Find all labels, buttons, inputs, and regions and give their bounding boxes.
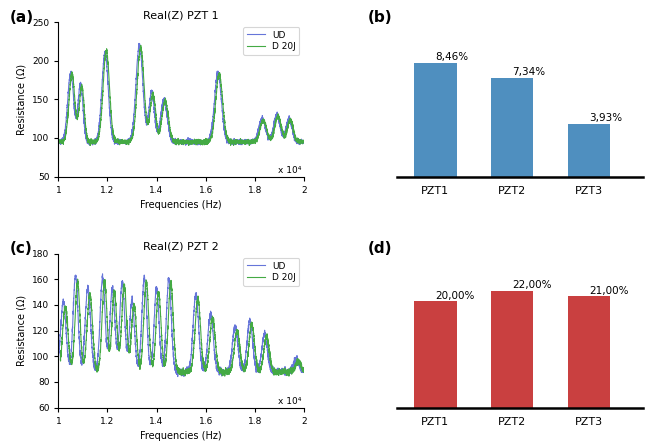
Bar xyxy=(491,291,533,408)
Text: (d): (d) xyxy=(367,241,392,256)
Text: (b): (b) xyxy=(367,10,392,25)
UD xyxy=(82,298,90,304)
Title: Real(Z) PZT 1: Real(Z) PZT 1 xyxy=(143,10,219,20)
Text: 7,34%: 7,34% xyxy=(512,68,545,78)
Text: 20,00%: 20,00% xyxy=(435,291,475,301)
UD xyxy=(160,97,167,103)
UD xyxy=(82,138,90,143)
D 20J xyxy=(302,368,310,374)
X-axis label: Frequencies (Hz): Frequencies (Hz) xyxy=(140,200,222,210)
Bar xyxy=(568,296,610,408)
Y-axis label: Resistance (Ω): Resistance (Ω) xyxy=(17,64,27,135)
UD xyxy=(55,137,62,142)
Text: x 10⁴: x 10⁴ xyxy=(278,397,301,406)
Text: (a): (a) xyxy=(9,10,34,25)
UD xyxy=(160,363,167,369)
D 20J xyxy=(160,97,168,102)
D 20J xyxy=(297,363,305,369)
Legend: UD, D 20J: UD, D 20J xyxy=(243,258,299,286)
UD xyxy=(149,345,156,351)
UD xyxy=(300,369,308,374)
D 20J xyxy=(99,295,107,301)
UD xyxy=(269,367,276,373)
D 20J xyxy=(271,369,278,374)
D 20J xyxy=(245,143,253,148)
UD xyxy=(295,139,303,144)
Line: UD: UD xyxy=(58,43,304,145)
UD xyxy=(174,374,182,379)
UD xyxy=(300,139,308,144)
Y-axis label: Resistance (Ω): Resistance (Ω) xyxy=(17,295,27,366)
Legend: UD, D 20J: UD, D 20J xyxy=(243,27,299,55)
UD xyxy=(97,97,105,102)
D 20J xyxy=(285,374,293,379)
X-axis label: Frequencies (Hz): Frequencies (Hz) xyxy=(140,431,222,441)
Line: D 20J: D 20J xyxy=(60,279,306,376)
UD xyxy=(135,41,143,46)
Bar xyxy=(414,63,456,177)
D 20J xyxy=(162,361,169,366)
D 20J xyxy=(297,141,304,146)
D 20J xyxy=(84,137,92,142)
Text: (c): (c) xyxy=(9,241,32,256)
Text: x 10⁴: x 10⁴ xyxy=(278,166,301,175)
Line: D 20J: D 20J xyxy=(60,45,305,146)
Text: 8,46%: 8,46% xyxy=(435,52,469,62)
D 20J xyxy=(270,126,278,132)
Text: 21,00%: 21,00% xyxy=(589,285,628,296)
D 20J xyxy=(56,357,64,362)
D 20J xyxy=(137,43,145,48)
UD xyxy=(97,293,105,299)
D 20J xyxy=(301,137,309,142)
D 20J xyxy=(98,100,106,105)
Text: 3,93%: 3,93% xyxy=(589,113,622,123)
UD xyxy=(269,129,276,134)
Bar xyxy=(568,124,610,177)
D 20J xyxy=(74,276,82,282)
D 20J xyxy=(56,137,64,142)
UD xyxy=(99,271,106,276)
D 20J xyxy=(150,95,158,100)
D 20J xyxy=(84,302,92,308)
Bar xyxy=(491,78,533,177)
UD xyxy=(149,93,156,98)
Bar xyxy=(414,302,456,408)
D 20J xyxy=(151,349,158,354)
UD xyxy=(86,142,93,148)
UD xyxy=(295,362,303,367)
Title: Real(Z) PZT 2: Real(Z) PZT 2 xyxy=(143,241,219,251)
Text: 22,00%: 22,00% xyxy=(512,280,552,290)
Line: UD: UD xyxy=(58,274,304,377)
UD xyxy=(55,357,62,362)
